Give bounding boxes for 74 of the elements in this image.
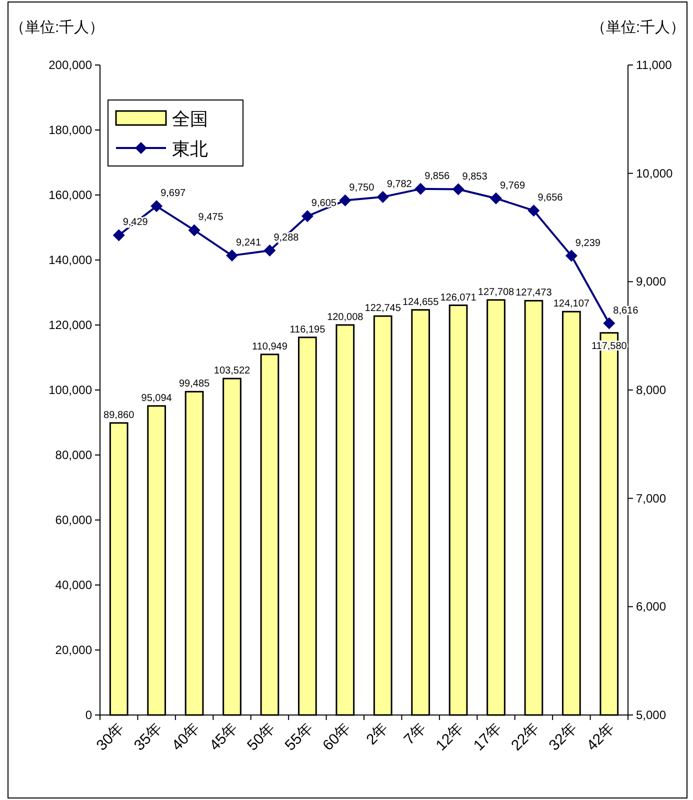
data-label: 89,860 — [104, 410, 135, 421]
legend-label: 東北 — [172, 139, 208, 159]
y-tick-label: 100,000 — [48, 383, 92, 397]
data-label: 95,094 — [141, 392, 172, 404]
data-label: 124,655 — [402, 296, 440, 308]
x-tick-label: 40年 — [168, 720, 204, 754]
data-label: 9,853 — [462, 171, 488, 182]
x-tick-label: 55年 — [282, 720, 316, 754]
point — [490, 192, 502, 204]
x-tick-label: 45年 — [206, 720, 241, 754]
data-label: 9,656 — [538, 192, 564, 204]
x-tick-label: 7年 — [400, 720, 430, 748]
y2-tick-label: 11,000 — [636, 58, 672, 72]
data-label: 127,473 — [516, 288, 552, 299]
data-label: 103,522 — [214, 366, 251, 377]
y-axis-title: （単位:千人） — [10, 19, 104, 36]
point — [565, 250, 578, 262]
y-tick-label: 60,000 — [55, 513, 92, 527]
x-tick-label: 17年 — [470, 720, 505, 754]
data-label: 126,071 — [440, 292, 477, 304]
point — [414, 182, 427, 195]
y-tick-label: 160,000 — [48, 188, 92, 202]
x-tick-label: 35年 — [130, 720, 166, 754]
point — [603, 317, 616, 330]
y-tick-label: 200,000 — [48, 58, 92, 72]
data-label: 120,008 — [327, 312, 364, 323]
y-tick-label: 80,000 — [55, 448, 92, 462]
x-tick-label: 12年 — [432, 720, 468, 754]
data-label: 127,708 — [478, 286, 515, 298]
y2-tick-label: 10,000 — [636, 166, 674, 180]
data-label: 9,697 — [160, 188, 186, 200]
point — [150, 200, 163, 212]
point — [452, 183, 464, 196]
data-label: 9,239 — [575, 238, 601, 249]
point — [339, 194, 352, 206]
data-label: 9,475 — [198, 212, 224, 224]
point — [301, 210, 314, 222]
y-tick-label: 40,000 — [55, 578, 92, 592]
y-tick-label: 20,000 — [55, 643, 92, 657]
data-label: 99,485 — [178, 378, 210, 390]
y-tick-label: 120,000 — [48, 318, 92, 332]
x-tick-label: 60年 — [320, 720, 354, 754]
y-tick-label: 0 — [85, 708, 92, 722]
data-label: 9,856 — [424, 170, 450, 182]
x-tick-label: 32年 — [546, 720, 580, 754]
data-label: 9,750 — [349, 182, 375, 194]
y2-tick-label: 9,000 — [636, 274, 666, 289]
data-label: 122,745 — [364, 303, 402, 314]
point — [376, 190, 389, 203]
y-tick-label: 140,000 — [48, 253, 92, 267]
data-label: 9,782 — [386, 178, 412, 190]
y2-tick-label: 7,000 — [636, 491, 666, 506]
data-label: 116,195 — [290, 324, 326, 336]
x-tick-label: 30年 — [93, 720, 128, 754]
point — [188, 224, 200, 236]
y2-tick-label: 6,000 — [636, 600, 666, 614]
x-tick-label: 2年 — [363, 720, 392, 748]
data-label: 110,949 — [252, 341, 288, 352]
legend-label: 全国 — [172, 109, 208, 129]
x-tick-label: 42年 — [584, 720, 618, 754]
y2-axis-title: （単位:千人） — [590, 19, 685, 36]
x-tick-label: 22年 — [508, 720, 543, 754]
y-tick-label: 180,000 — [48, 123, 92, 137]
y2-tick-label: 5,000 — [636, 708, 666, 722]
x-tick-label: 50年 — [244, 720, 279, 754]
point — [264, 244, 276, 256]
data-label: 9,769 — [500, 180, 526, 192]
point — [528, 204, 540, 217]
data-label: 9,241 — [236, 238, 262, 249]
y2-tick-label: 8,000 — [636, 383, 666, 397]
data-label: 9,605 — [311, 198, 337, 210]
point — [226, 250, 238, 262]
data-label: 124,107 — [553, 298, 590, 310]
point — [112, 229, 125, 242]
